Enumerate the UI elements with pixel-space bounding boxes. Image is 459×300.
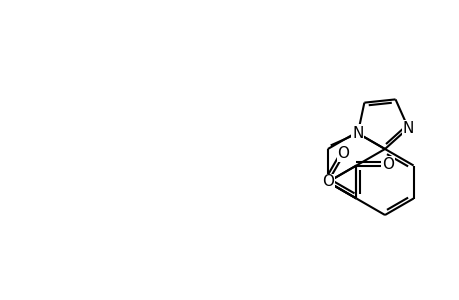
Text: N: N	[352, 126, 363, 141]
Text: O: O	[337, 146, 349, 161]
Text: N: N	[402, 121, 413, 136]
Text: S: S	[351, 125, 360, 140]
Text: O: O	[321, 175, 333, 190]
Text: O: O	[381, 157, 393, 172]
